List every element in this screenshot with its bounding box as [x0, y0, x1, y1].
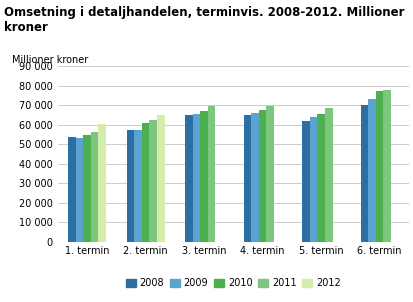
Bar	[76, 138, 83, 242]
Bar	[259, 110, 266, 242]
Bar	[157, 115, 165, 242]
Bar	[200, 111, 208, 242]
Bar	[150, 120, 157, 242]
Bar	[376, 91, 383, 242]
Bar	[142, 123, 150, 242]
Bar	[68, 137, 76, 242]
Legend: 2008, 2009, 2010, 2011, 2012: 2008, 2009, 2010, 2011, 2012	[122, 275, 344, 292]
Bar	[244, 115, 251, 242]
Text: Millioner kroner: Millioner kroner	[12, 55, 88, 65]
Bar	[98, 124, 106, 242]
Bar	[383, 90, 391, 242]
Bar	[325, 108, 332, 242]
Bar	[251, 113, 259, 242]
Bar	[208, 106, 216, 242]
Bar	[134, 130, 142, 242]
Bar	[310, 117, 317, 242]
Bar	[361, 105, 368, 242]
Bar	[266, 106, 274, 242]
Bar	[91, 132, 98, 242]
Bar	[83, 135, 91, 242]
Bar	[193, 114, 200, 242]
Text: Omsetning i detaljhandelen, terminvis. 2008-2012. Millioner kroner: Omsetning i detaljhandelen, terminvis. 2…	[4, 6, 405, 34]
Bar	[368, 98, 376, 242]
Bar	[317, 114, 325, 242]
Bar	[126, 130, 134, 242]
Bar	[185, 115, 193, 242]
Bar	[302, 121, 310, 242]
